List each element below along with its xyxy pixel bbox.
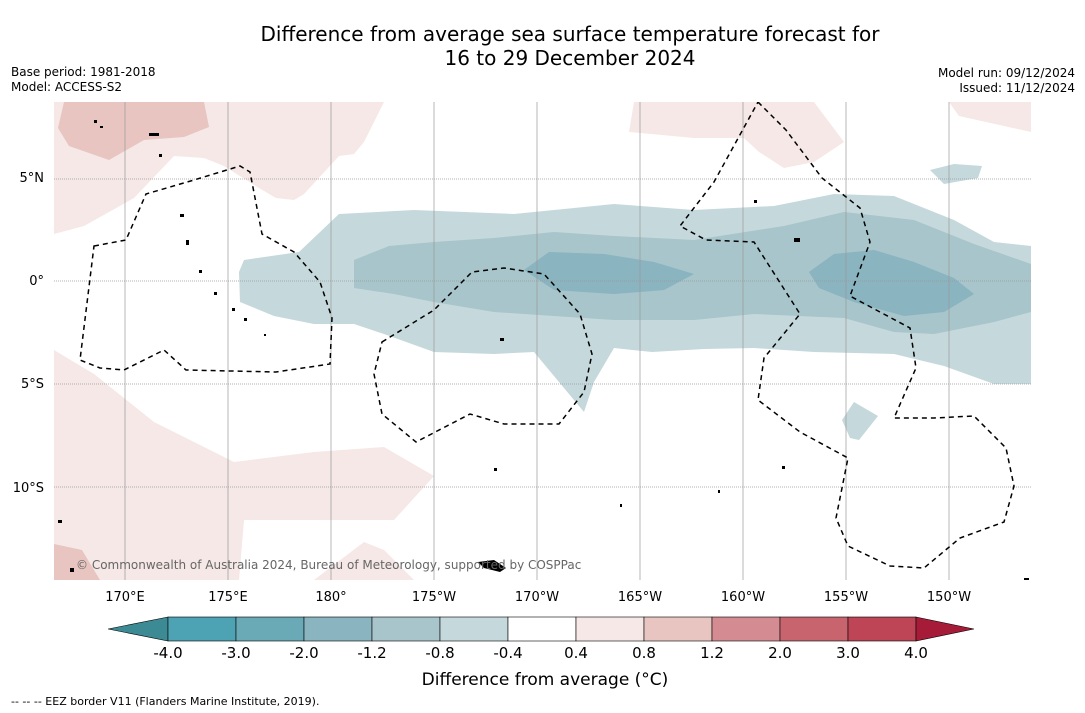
y-tick-0: 0° bbox=[29, 274, 44, 289]
graticule bbox=[54, 102, 1031, 580]
warm-region-north-center bbox=[629, 102, 844, 168]
colorbar-cell bbox=[507, 616, 577, 642]
base-period: Base period: 1981-2018 bbox=[11, 65, 156, 79]
x-tick-170w: 170°W bbox=[514, 590, 560, 605]
warm-strong-southwest bbox=[54, 544, 100, 580]
colorbar-tick-label: -4.0 bbox=[153, 644, 183, 662]
cool-band-core-east bbox=[809, 250, 974, 316]
x-tick-175e: 175°E bbox=[208, 590, 248, 605]
y-tick-5s: 5°S bbox=[20, 377, 44, 392]
eez-footnote: -- -- -- EEZ border V11 (Flanders Marine… bbox=[11, 695, 320, 708]
colorbar-cell bbox=[439, 616, 509, 642]
colorbar-label: Difference from average (°C) bbox=[421, 670, 669, 690]
colorbar-cell bbox=[371, 616, 441, 642]
meta-left: Base period: 1981-2018 Model: ACCESS-S2 bbox=[11, 65, 156, 95]
colorbar-cell bbox=[847, 616, 917, 642]
title-line-1: Difference from average sea surface temp… bbox=[260, 22, 880, 46]
colorbar-cell bbox=[711, 616, 781, 642]
eez-borders bbox=[79, 102, 1015, 569]
colorbar-tick-label: -0.4 bbox=[493, 644, 523, 662]
island-markers bbox=[58, 120, 1029, 580]
colorbar-cell bbox=[779, 616, 849, 642]
sst-anomaly-map bbox=[54, 102, 1031, 580]
x-tick-175w: 175°W bbox=[411, 590, 457, 605]
meta-right: Model run: 09/12/2024 Issued: 11/12/2024 bbox=[938, 66, 1075, 96]
title-line-2: 16 to 29 December 2024 bbox=[444, 46, 696, 70]
colorbar-tick-label: 0.8 bbox=[632, 644, 656, 662]
colorbar-extend-low bbox=[108, 616, 169, 642]
warm-region-south-center bbox=[314, 542, 414, 580]
model-name: Model: ACCESS-S2 bbox=[11, 80, 123, 94]
colorbar-tick-label: -0.8 bbox=[425, 644, 455, 662]
copyright-notice: © Commonwealth of Australia 2024, Bureau… bbox=[76, 558, 582, 572]
x-tick-165w: 165°W bbox=[617, 590, 663, 605]
warm-region-southwest bbox=[54, 350, 434, 580]
eez-border-central bbox=[373, 267, 593, 443]
colorbar-tick-label: 2.0 bbox=[768, 644, 792, 662]
x-tick-150w: 150°W bbox=[926, 590, 972, 605]
y-tick-10s: 10°S bbox=[12, 481, 44, 496]
x-tick-155w: 155°W bbox=[823, 590, 869, 605]
colorbar-tick-label: -1.2 bbox=[357, 644, 387, 662]
cool-band-core-west bbox=[524, 252, 694, 294]
cool-patch-south bbox=[842, 402, 878, 440]
colorbar-cell bbox=[303, 616, 373, 642]
issued-date: Issued: 11/12/2024 bbox=[959, 81, 1075, 95]
colorbar-tick-label: 3.0 bbox=[836, 644, 860, 662]
warm-strong-northwest bbox=[58, 102, 209, 160]
colorbar-tick-label: -2.0 bbox=[289, 644, 319, 662]
warm-region-northeast bbox=[949, 102, 1031, 132]
colorbar-cell bbox=[167, 616, 237, 642]
y-tick-5n: 5°N bbox=[19, 171, 45, 186]
x-tick-170e: 170°E bbox=[105, 590, 145, 605]
x-tick-180: 180° bbox=[315, 590, 347, 605]
colorbar-extend-high bbox=[915, 616, 975, 642]
colorbar-tick-label: 4.0 bbox=[904, 644, 928, 662]
colorbar-tick-label: -3.0 bbox=[221, 644, 251, 662]
colorbar-cells bbox=[108, 616, 975, 642]
model-run: Model run: 09/12/2024 bbox=[937, 66, 1075, 80]
colorbar bbox=[108, 616, 975, 642]
eez-border-west bbox=[79, 165, 333, 373]
colorbar-cell bbox=[643, 616, 713, 642]
eez-border-east bbox=[678, 102, 1015, 569]
x-tick-160w: 160°W bbox=[720, 590, 766, 605]
colorbar-cell bbox=[575, 616, 645, 642]
colorbar-tick-label: 1.2 bbox=[700, 644, 724, 662]
colorbar-tick-label: 0.4 bbox=[564, 644, 588, 662]
colorbar-cell bbox=[235, 616, 305, 642]
map-title: Difference from average sea surface temp… bbox=[0, 22, 1085, 70]
